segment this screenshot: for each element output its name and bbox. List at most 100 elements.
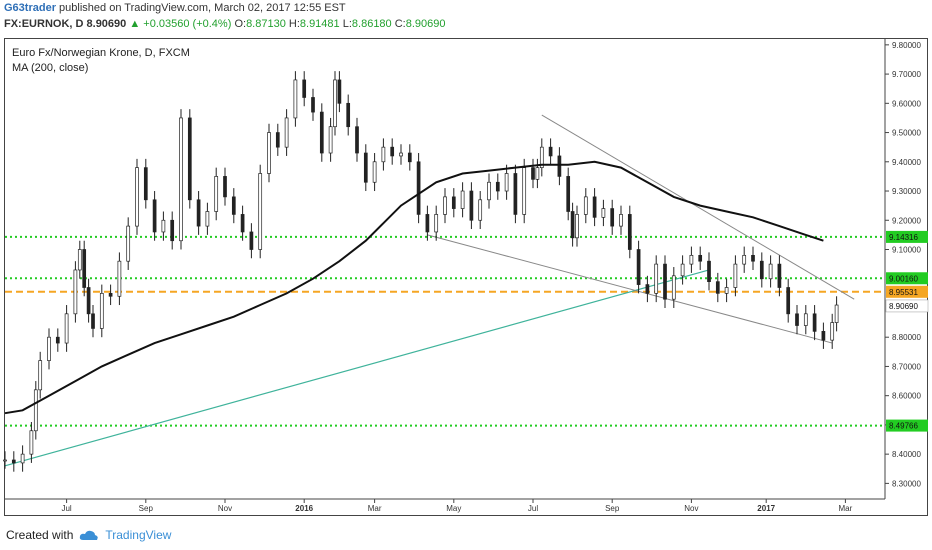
candle-body bbox=[830, 322, 835, 341]
tradingview-cloud-icon bbox=[80, 530, 99, 540]
candle-body bbox=[504, 173, 509, 192]
x-tick-label: Jul bbox=[528, 504, 538, 513]
candle-body bbox=[20, 453, 25, 464]
candle-body bbox=[654, 263, 659, 294]
tradingview-link[interactable]: TradingView bbox=[105, 528, 172, 542]
candle-body bbox=[11, 459, 16, 464]
x-tick-label: Jul bbox=[61, 504, 71, 513]
candle-body bbox=[381, 146, 386, 163]
candle-body bbox=[91, 313, 95, 329]
candle-body bbox=[733, 263, 738, 288]
candle-body bbox=[680, 263, 685, 277]
x-tick-label: Mar bbox=[368, 504, 382, 513]
y-tick-label: 9.40000 bbox=[892, 158, 921, 167]
up-arrow-icon: ▲ bbox=[129, 18, 141, 30]
candle-body bbox=[205, 211, 210, 227]
close-value: 8.90690 bbox=[405, 18, 446, 30]
level-tag bbox=[886, 272, 928, 285]
x-tick-label: May bbox=[446, 504, 461, 513]
candle-body bbox=[535, 167, 540, 180]
candle-body bbox=[223, 176, 227, 198]
candle-body bbox=[293, 79, 298, 119]
candle-body bbox=[619, 214, 623, 227]
candle-body bbox=[689, 254, 694, 265]
candle-body bbox=[407, 152, 412, 163]
candle-body bbox=[583, 196, 588, 215]
candle-body bbox=[86, 287, 91, 315]
x-tick-label: 2016 bbox=[295, 504, 313, 513]
candle-body bbox=[47, 336, 51, 361]
candle-body bbox=[425, 214, 430, 233]
y-tick-label: 9.70000 bbox=[892, 70, 921, 79]
candle-body bbox=[575, 214, 579, 239]
symbol: FX:EURNOK, D bbox=[4, 18, 84, 30]
y-tick-label: 9.50000 bbox=[892, 129, 921, 138]
candle-body bbox=[152, 199, 157, 233]
candle-body bbox=[275, 132, 280, 148]
level-tag-label: 8.95531 bbox=[889, 288, 918, 297]
candle-body bbox=[258, 173, 263, 250]
candle-body bbox=[570, 211, 575, 239]
candle-body bbox=[302, 79, 307, 98]
candle-body bbox=[715, 281, 720, 294]
candle-body bbox=[108, 293, 113, 297]
candle-body bbox=[249, 231, 254, 250]
x-tick-label: Nov bbox=[684, 504, 698, 513]
low-value: 8.86180 bbox=[351, 18, 392, 30]
level-tag-label: 9.14316 bbox=[889, 233, 918, 242]
candle-body bbox=[522, 167, 527, 215]
candle-body bbox=[337, 79, 342, 104]
x-tick-label: Mar bbox=[839, 504, 853, 513]
candle-body bbox=[698, 254, 703, 262]
x-tick-label: Nov bbox=[218, 504, 232, 513]
candle-body bbox=[636, 249, 641, 285]
candle-body bbox=[513, 173, 518, 215]
y-tick-label: 9.10000 bbox=[892, 245, 921, 254]
y-tick-label: 9.60000 bbox=[892, 99, 921, 108]
level-tag-label: 9.00160 bbox=[889, 274, 918, 283]
candle-body bbox=[82, 249, 87, 288]
candle-body bbox=[99, 293, 104, 329]
candle-body bbox=[372, 161, 377, 183]
low-label: L: bbox=[342, 18, 352, 30]
candle-body bbox=[38, 360, 43, 391]
price: 8.90690 bbox=[86, 18, 127, 30]
candle-body bbox=[724, 287, 729, 294]
candle-body bbox=[742, 254, 747, 265]
candle-body bbox=[311, 97, 315, 113]
y-tick-label: 9.20000 bbox=[892, 216, 921, 225]
candle-body bbox=[478, 199, 483, 221]
candle-body bbox=[834, 304, 839, 323]
candle-body bbox=[187, 117, 192, 201]
publish-info: G63trader published on TradingView.com, … bbox=[4, 2, 346, 14]
candle-body bbox=[557, 155, 562, 177]
candle-body bbox=[451, 196, 456, 209]
candle-body bbox=[399, 152, 403, 157]
candle-body bbox=[29, 430, 34, 455]
high-value: 8.91481 bbox=[299, 18, 340, 30]
candle-body bbox=[663, 263, 667, 300]
quote-line: FX:EURNOK, D 8.90690 ▲ +0.03560 (+0.4%) … bbox=[4, 18, 446, 30]
author-link[interactable]: G63trader bbox=[4, 2, 56, 14]
candle-body bbox=[469, 190, 474, 221]
level-tag bbox=[886, 230, 928, 243]
candle-body bbox=[548, 146, 553, 157]
candle-body bbox=[390, 146, 395, 157]
candle-body bbox=[214, 176, 219, 212]
candle-body bbox=[284, 117, 289, 148]
candle-body bbox=[645, 284, 650, 294]
y-tick-label: 8.40000 bbox=[892, 450, 921, 459]
candle-body bbox=[786, 287, 791, 315]
y-tick-label: 8.30000 bbox=[892, 479, 921, 488]
indicator-label: MA (200, close) bbox=[12, 62, 89, 74]
candle-body bbox=[434, 214, 439, 233]
candle-body bbox=[707, 260, 711, 283]
candle-body bbox=[592, 196, 597, 218]
open-label: O: bbox=[234, 18, 247, 30]
high-label: H: bbox=[288, 18, 300, 30]
candle-body bbox=[170, 219, 175, 242]
candle-body bbox=[821, 331, 826, 341]
candle-body bbox=[363, 152, 368, 183]
candle-body bbox=[601, 208, 606, 218]
